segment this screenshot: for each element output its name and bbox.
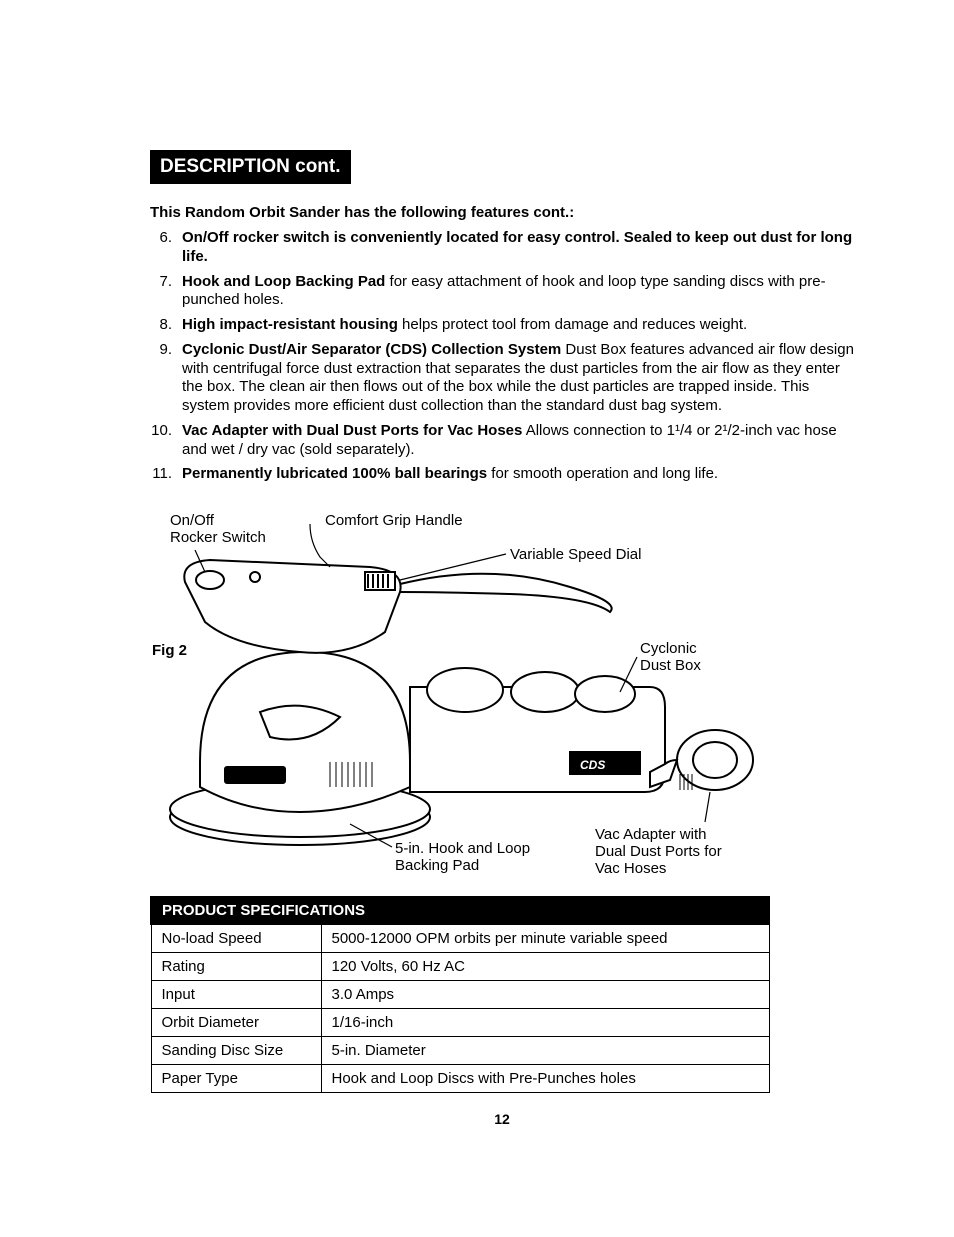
item-number: 9. [150,341,172,360]
feature-item: 8.High impact-resistant housing helps pr… [174,316,854,335]
figure-caption: Fig 2 [152,642,187,659]
page-number: 12 [150,1111,854,1127]
feature-rest: helps protect tool from damage and reduc… [398,316,747,333]
spec-name: Paper Type [151,1065,321,1093]
spec-value: 5000-12000 OPM orbits per minute variabl… [321,924,769,953]
feature-bold: Permanently lubricated 100% ball bearing… [182,465,487,482]
label-dial: Variable Speed Dial [510,546,641,563]
spec-value: 5-in. Diameter [321,1037,769,1065]
page: DESCRIPTION cont. This Random Orbit Sand… [0,0,954,1167]
features-list: 6. On/Off rocker switch is conveniently l… [150,229,854,484]
figure: On/Off Rocker Switch Comfort Grip Handle… [150,512,854,892]
table-row: No-load Speed5000-12000 OPM orbits per m… [151,924,769,953]
label-grip: Comfort Grip Handle [325,512,463,529]
table-row: Sanding Disc Size5-in. Diameter [151,1037,769,1065]
feature-bold: Hook and Loop Backing Pad [182,273,385,290]
table-row: Input3.0 Amps [151,981,769,1009]
cds-logo-text: CDS [580,758,605,772]
feature-bold: Vac Adapter with Dual Dust Ports for Vac… [182,422,522,439]
item-number: 8. [150,316,172,335]
feature-item: 9.Cyclonic Dust/Air Separator (CDS) Coll… [174,341,854,416]
table-row: Orbit Diameter1/16-inch [151,1009,769,1037]
spec-value: 3.0 Amps [321,981,769,1009]
feature-item: 10.Vac Adapter with Dual Dust Ports for … [174,422,854,460]
label-dustbox: Cyclonic Dust Box [640,640,701,674]
label-onoff: On/Off Rocker Switch [170,512,266,546]
label-adapter: Vac Adapter with Dual Dust Ports for Vac… [595,826,722,877]
feature-rest: for smooth operation and long life. [487,465,718,482]
section-header: DESCRIPTION cont. [150,150,351,184]
feature-item: 6.On/Off rocker switch is conveniently l… [174,229,854,267]
table-row: Rating120 Volts, 60 Hz AC [151,953,769,981]
spec-table: PRODUCT SPECIFICATIONS No-load Speed5000… [150,896,770,1093]
label-pad: 5-in. Hook and Loop Backing Pad [395,840,530,874]
spec-value: 120 Volts, 60 Hz AC [321,953,769,981]
spec-name: Input [151,981,321,1009]
feature-bold: High impact-resistant housing [182,316,398,333]
feature-bold: On/Off rocker switch is conveniently loc… [182,229,852,265]
item-number: 6. [150,229,172,248]
spec-name: Orbit Diameter [151,1009,321,1037]
item-number: 7. [150,273,172,292]
intro-text: This Random Orbit Sander has the followi… [150,204,854,221]
spec-value: Hook and Loop Discs with Pre-Punches hol… [321,1065,769,1093]
spec-name: No-load Speed [151,924,321,953]
spec-name: Sanding Disc Size [151,1037,321,1065]
feature-item: 7.Hook and Loop Backing Pad for easy att… [174,273,854,311]
item-number: 10. [150,422,172,441]
feature-item: 11.Permanently lubricated 100% ball bear… [174,465,854,484]
spec-value: 1/16-inch [321,1009,769,1037]
feature-bold: Cyclonic Dust/Air Separator (CDS) Collec… [182,341,561,358]
table-row: Paper TypeHook and Loop Discs with Pre-P… [151,1065,769,1093]
spec-header: PRODUCT SPECIFICATIONS [151,897,769,924]
spec-name: Rating [151,953,321,981]
item-number: 11. [150,465,172,484]
